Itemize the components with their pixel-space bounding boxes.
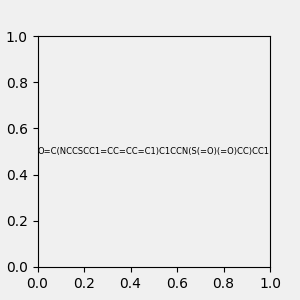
Text: O=C(NCCSCC1=CC=CC=C1)C1CCN(S(=O)(=O)CC)CC1: O=C(NCCSCC1=CC=CC=C1)C1CCN(S(=O)(=O)CC)C… — [38, 147, 270, 156]
